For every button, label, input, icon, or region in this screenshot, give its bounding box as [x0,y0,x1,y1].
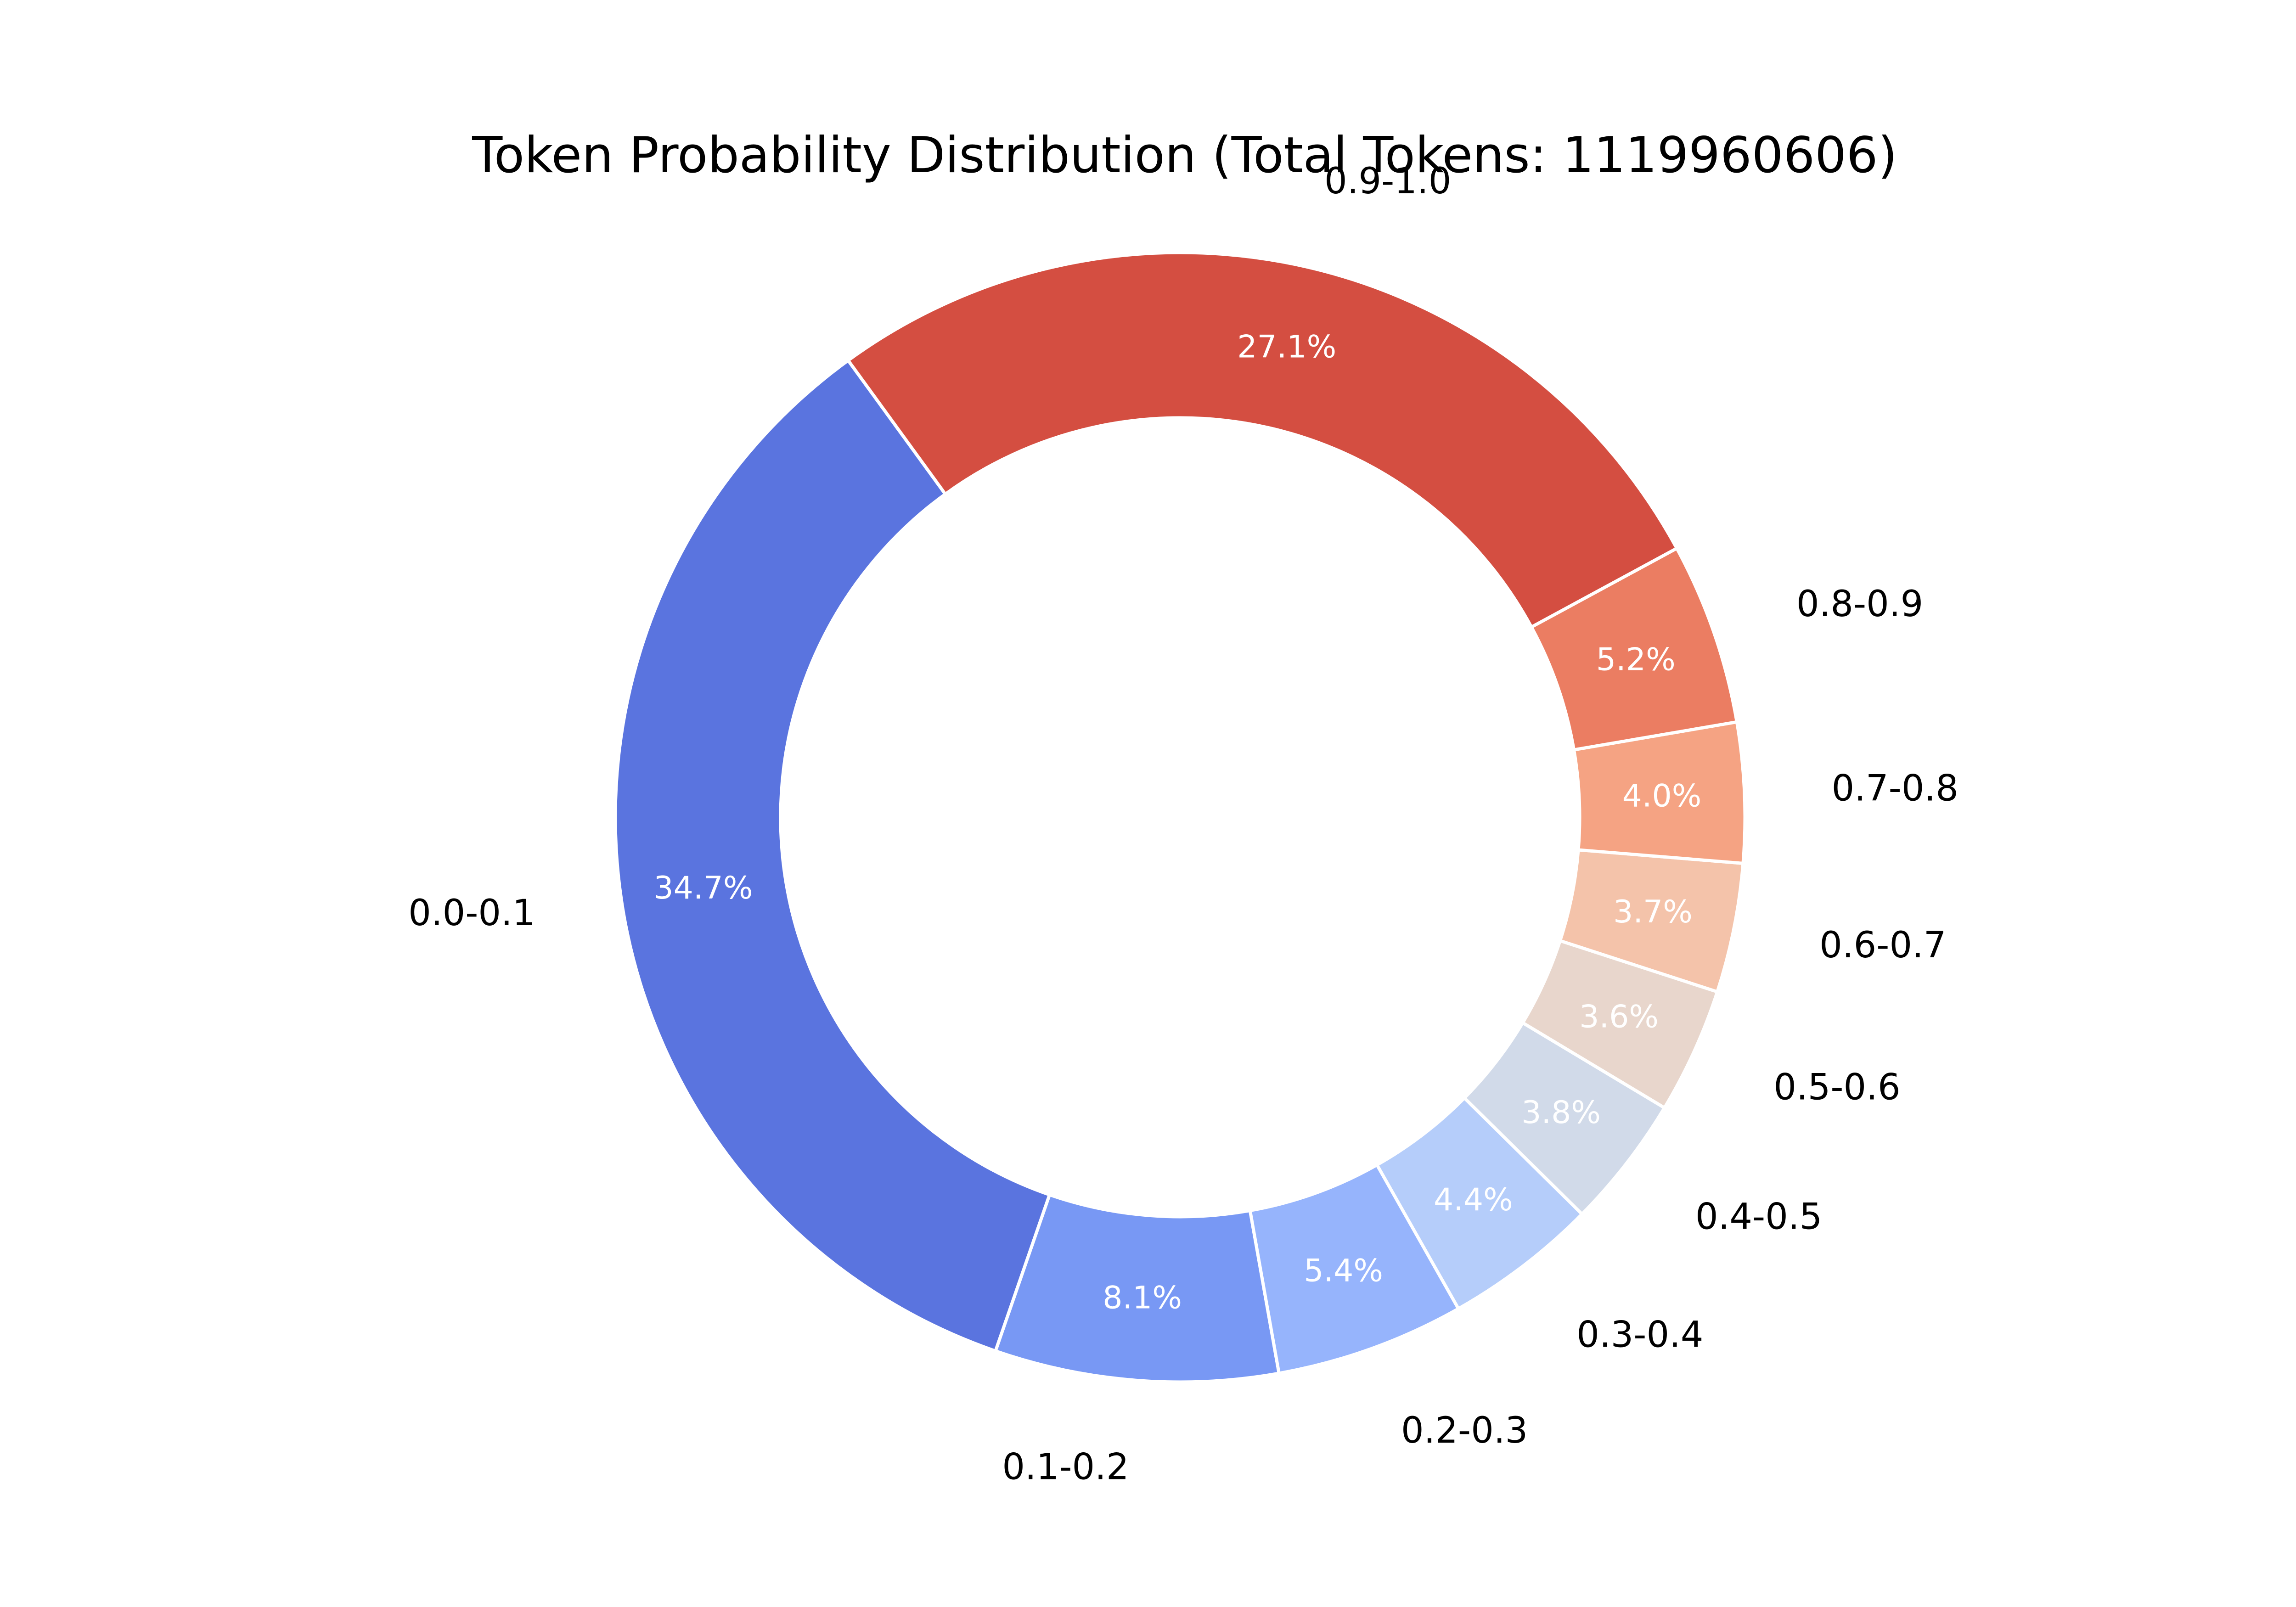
slice-0.0-0.1 [613,358,1052,1353]
category-label-0.3-0.4: 0.3-0.4 [1576,1314,1703,1355]
percent-label-0.4-0.5: 3.8% [1521,1095,1601,1131]
percent-label-0.0-0.1: 34.7% [653,870,753,906]
chart-title: Token Probability Distribution (Total To… [472,127,1897,184]
percent-label-0.3-0.4: 4.4% [1434,1182,1513,1218]
percent-label-0.7-0.8: 4.0% [1622,778,1702,814]
percent-labels-group: 34.7% 8.1% 5.4% 4.4% 3.8% 3.6% 3.7% 4.0% 5.2% 27.… [653,329,1701,1316]
percent-label-0.1-0.2: 8.1% [1103,1280,1182,1316]
category-label-0.5-0.6: 0.5-0.6 [1773,1067,1900,1108]
percent-label-0.6-0.7: 3.7% [1613,894,1693,930]
percent-label-0.8-0.9: 5.2% [1596,641,1676,678]
category-label-0.7-0.8: 0.7-0.8 [1832,768,1958,809]
category-label-0.8-0.9: 0.8-0.9 [1796,584,1923,625]
category-label-0.9-1.0: 0.9-1.0 [1324,161,1451,202]
category-label-0.0-0.1: 0.0-0.1 [408,893,535,934]
category-label-0.2-0.3: 0.2-0.3 [1401,1410,1528,1451]
category-label-0.6-0.7: 0.6-0.7 [1819,925,1946,966]
category-labels-group: 0.0-0.1 0.1-0.2 0.2-0.3 0.3-0.4 0.4-0.5 0.5-0… [408,161,1958,1488]
percent-label-0.5-0.6: 3.6% [1579,999,1659,1035]
percent-label-0.9-1.0: 27.1% [1237,329,1336,365]
percent-label-0.2-0.3: 5.4% [1304,1253,1383,1289]
slices-group [613,251,1747,1384]
category-label-0.4-0.5: 0.4-0.5 [1695,1196,1822,1237]
category-label-0.1-0.2: 0.1-0.2 [1002,1447,1129,1488]
slice-0.9-1.0 [846,251,1679,629]
